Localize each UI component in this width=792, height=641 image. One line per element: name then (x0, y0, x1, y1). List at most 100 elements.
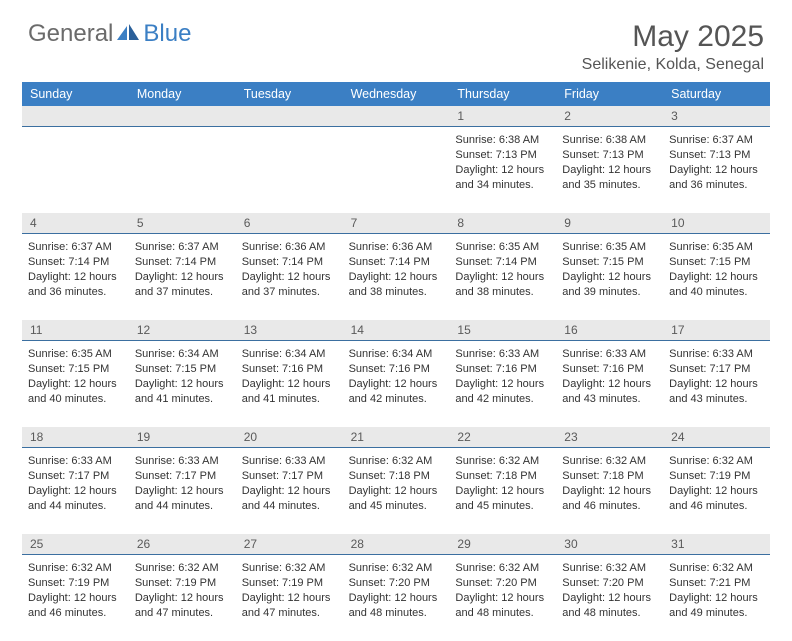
sunset-text: Sunset: 7:18 PM (349, 469, 444, 484)
sunrise-text: Sunrise: 6:37 AM (28, 240, 123, 255)
day-info: Sunrise: 6:37 AMSunset: 7:14 PMDaylight:… (135, 238, 230, 299)
day-number: 27 (236, 534, 343, 554)
sunrise-text: Sunrise: 6:32 AM (455, 454, 550, 469)
weekday-header: Monday (129, 82, 236, 106)
weeks-container: 123Sunrise: 6:38 AMSunset: 7:13 PMDaylig… (22, 106, 770, 641)
sunrise-text: Sunrise: 6:33 AM (669, 347, 764, 362)
sunset-text: Sunset: 7:15 PM (135, 362, 230, 377)
day-cell: Sunrise: 6:35 AMSunset: 7:15 PMDaylight:… (22, 341, 129, 427)
sunset-text: Sunset: 7:16 PM (562, 362, 657, 377)
weekday-header: Thursday (449, 82, 556, 106)
weekday-header: Wednesday (343, 82, 450, 106)
day-info: Sunrise: 6:32 AMSunset: 7:19 PMDaylight:… (669, 452, 764, 513)
day-cell: Sunrise: 6:38 AMSunset: 7:13 PMDaylight:… (556, 127, 663, 213)
sunrise-text: Sunrise: 6:36 AM (349, 240, 444, 255)
day-number: 8 (449, 213, 556, 233)
sunset-text: Sunset: 7:19 PM (135, 576, 230, 591)
day-cell: Sunrise: 6:35 AMSunset: 7:15 PMDaylight:… (556, 234, 663, 320)
sunset-text: Sunset: 7:15 PM (669, 255, 764, 270)
daylight-text: Daylight: 12 hours and 44 minutes. (28, 484, 123, 514)
day-number: 18 (22, 427, 129, 447)
day-cell: Sunrise: 6:36 AMSunset: 7:14 PMDaylight:… (236, 234, 343, 320)
day-number: 14 (343, 320, 450, 340)
day-info: Sunrise: 6:32 AMSunset: 7:19 PMDaylight:… (135, 559, 230, 620)
day-cell (22, 127, 129, 213)
day-number: 6 (236, 213, 343, 233)
daylight-text: Daylight: 12 hours and 37 minutes. (242, 270, 337, 300)
day-info: Sunrise: 6:37 AMSunset: 7:13 PMDaylight:… (669, 131, 764, 192)
day-cell: Sunrise: 6:32 AMSunset: 7:18 PMDaylight:… (556, 448, 663, 534)
day-cell: Sunrise: 6:33 AMSunset: 7:16 PMDaylight:… (556, 341, 663, 427)
weekday-header: Tuesday (236, 82, 343, 106)
sunrise-text: Sunrise: 6:32 AM (28, 561, 123, 576)
sail-icon (115, 22, 141, 47)
day-info: Sunrise: 6:36 AMSunset: 7:14 PMDaylight:… (349, 238, 444, 299)
sunrise-text: Sunrise: 6:33 AM (135, 454, 230, 469)
sunset-text: Sunset: 7:18 PM (455, 469, 550, 484)
sunset-text: Sunset: 7:15 PM (28, 362, 123, 377)
sunrise-text: Sunrise: 6:33 AM (562, 347, 657, 362)
sunrise-text: Sunrise: 6:37 AM (669, 133, 764, 148)
sunset-text: Sunset: 7:13 PM (455, 148, 550, 163)
day-info: Sunrise: 6:35 AMSunset: 7:15 PMDaylight:… (562, 238, 657, 299)
day-info: Sunrise: 6:33 AMSunset: 7:17 PMDaylight:… (28, 452, 123, 513)
brand-logo: General Blue (28, 20, 191, 48)
day-number: 26 (129, 534, 236, 554)
header: General Blue May 2025 Selikenie, Kolda, … (0, 0, 792, 82)
daylight-text: Daylight: 12 hours and 42 minutes. (455, 377, 550, 407)
sunrise-text: Sunrise: 6:34 AM (349, 347, 444, 362)
weekday-header-row: Sunday Monday Tuesday Wednesday Thursday… (22, 82, 770, 106)
daylight-text: Daylight: 12 hours and 35 minutes. (562, 163, 657, 193)
day-cell: Sunrise: 6:33 AMSunset: 7:17 PMDaylight:… (663, 341, 770, 427)
day-number: 28 (343, 534, 450, 554)
day-info: Sunrise: 6:37 AMSunset: 7:14 PMDaylight:… (28, 238, 123, 299)
daylight-text: Daylight: 12 hours and 40 minutes. (28, 377, 123, 407)
daylight-text: Daylight: 12 hours and 43 minutes. (562, 377, 657, 407)
sunset-text: Sunset: 7:15 PM (562, 255, 657, 270)
day-info: Sunrise: 6:33 AMSunset: 7:17 PMDaylight:… (242, 452, 337, 513)
daynum-row: 18192021222324 (22, 427, 770, 448)
day-cell (343, 127, 450, 213)
day-number (22, 106, 129, 126)
daylight-text: Daylight: 12 hours and 45 minutes. (349, 484, 444, 514)
day-info: Sunrise: 6:32 AMSunset: 7:21 PMDaylight:… (669, 559, 764, 620)
sunrise-text: Sunrise: 6:35 AM (455, 240, 550, 255)
daynum-row: 123 (22, 106, 770, 127)
daylight-text: Daylight: 12 hours and 47 minutes. (135, 591, 230, 621)
day-number: 7 (343, 213, 450, 233)
sunrise-text: Sunrise: 6:34 AM (242, 347, 337, 362)
daylight-text: Daylight: 12 hours and 46 minutes. (669, 484, 764, 514)
sunset-text: Sunset: 7:16 PM (242, 362, 337, 377)
sunset-text: Sunset: 7:18 PM (562, 469, 657, 484)
weekday-header: Sunday (22, 82, 129, 106)
day-cell: Sunrise: 6:38 AMSunset: 7:13 PMDaylight:… (449, 127, 556, 213)
sunset-text: Sunset: 7:14 PM (135, 255, 230, 270)
sunset-text: Sunset: 7:14 PM (349, 255, 444, 270)
sunrise-text: Sunrise: 6:32 AM (562, 454, 657, 469)
day-info: Sunrise: 6:33 AMSunset: 7:16 PMDaylight:… (455, 345, 550, 406)
day-cell: Sunrise: 6:34 AMSunset: 7:16 PMDaylight:… (343, 341, 450, 427)
day-number: 24 (663, 427, 770, 447)
day-cell: Sunrise: 6:37 AMSunset: 7:13 PMDaylight:… (663, 127, 770, 213)
sunrise-text: Sunrise: 6:32 AM (562, 561, 657, 576)
day-cell: Sunrise: 6:37 AMSunset: 7:14 PMDaylight:… (22, 234, 129, 320)
day-info: Sunrise: 6:38 AMSunset: 7:13 PMDaylight:… (455, 131, 550, 192)
day-cell: Sunrise: 6:32 AMSunset: 7:18 PMDaylight:… (449, 448, 556, 534)
day-number: 21 (343, 427, 450, 447)
day-info: Sunrise: 6:32 AMSunset: 7:18 PMDaylight:… (455, 452, 550, 513)
day-info: Sunrise: 6:32 AMSunset: 7:19 PMDaylight:… (28, 559, 123, 620)
sunrise-text: Sunrise: 6:36 AM (242, 240, 337, 255)
sunrise-text: Sunrise: 6:32 AM (669, 454, 764, 469)
sunrise-text: Sunrise: 6:34 AM (135, 347, 230, 362)
daylight-text: Daylight: 12 hours and 34 minutes. (455, 163, 550, 193)
sunset-text: Sunset: 7:13 PM (562, 148, 657, 163)
sunrise-text: Sunrise: 6:32 AM (135, 561, 230, 576)
daylight-text: Daylight: 12 hours and 48 minutes. (455, 591, 550, 621)
day-info: Sunrise: 6:34 AMSunset: 7:16 PMDaylight:… (242, 345, 337, 406)
daylight-text: Daylight: 12 hours and 49 minutes. (669, 591, 764, 621)
day-number: 31 (663, 534, 770, 554)
daylight-text: Daylight: 12 hours and 44 minutes. (135, 484, 230, 514)
day-cell: Sunrise: 6:32 AMSunset: 7:20 PMDaylight:… (449, 555, 556, 641)
daylight-text: Daylight: 12 hours and 41 minutes. (135, 377, 230, 407)
day-cell: Sunrise: 6:34 AMSunset: 7:15 PMDaylight:… (129, 341, 236, 427)
